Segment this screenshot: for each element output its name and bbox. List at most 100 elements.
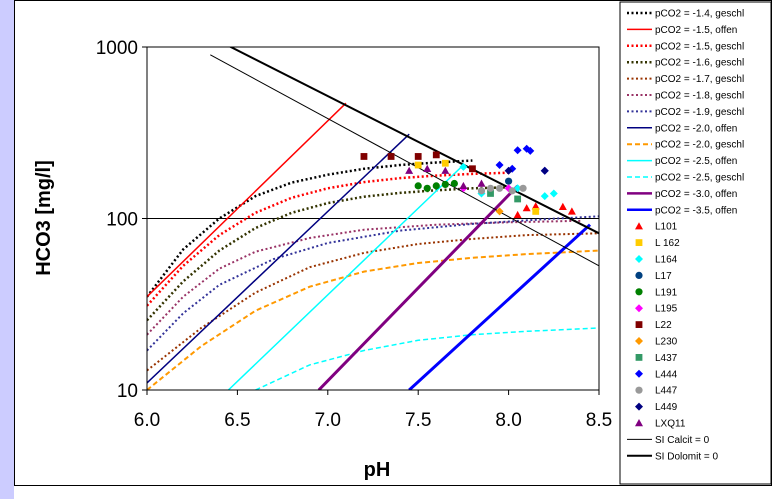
series-line-13	[210, 54, 599, 267]
legend-label-marker-8: L437	[655, 353, 678, 364]
data-point-6-0	[360, 153, 368, 160]
legend-label-line-3: pCO2 = -1.6, geschl	[655, 58, 744, 69]
data-point-0-0	[513, 210, 522, 219]
legend-swatch-marker-2	[635, 255, 643, 263]
data-point-3-0	[505, 177, 513, 185]
data-point-2-0	[459, 162, 468, 171]
data-point-4-4	[423, 184, 431, 192]
legend-label-line-11: pCO2 = -3.0, offen	[655, 189, 737, 200]
data-point-4-1	[432, 182, 440, 190]
x-tick-label-2: 7.0	[315, 410, 341, 431]
legend-label-marker-0: L101	[655, 222, 678, 233]
legend-label-line-8: pCO2 = -2.0, geschl	[655, 140, 744, 151]
data-point-4-0	[414, 182, 422, 190]
legend-label-line-13: SI Calcit = 0	[655, 435, 710, 446]
y-tick-label-1: 100	[106, 210, 138, 231]
legend-label-line-9: pCO2 = -2.5, offen	[655, 156, 737, 167]
legend-swatch-marker-9	[635, 369, 643, 378]
legend-label-marker-4: L191	[655, 287, 678, 298]
data-point-11-1	[504, 166, 513, 175]
legend-label-line-14: SI Dolomit = 0	[655, 451, 719, 462]
left-margin-strip	[0, 0, 14, 499]
legend-label-marker-11: L449	[655, 402, 678, 413]
data-point-10-1	[486, 184, 495, 192]
y-tick-label-2: 1000	[96, 38, 138, 59]
y-tick-label-0: 10	[117, 381, 138, 402]
legend-label-marker-5: L195	[655, 304, 678, 315]
x-tick-label-5: 8.5	[586, 410, 612, 431]
data-point-1-2	[532, 208, 540, 215]
data-point-6-2	[414, 153, 422, 160]
x-axis-label: pH	[364, 459, 391, 481]
series-line-7	[147, 133, 410, 384]
legend-label-marker-3: L17	[655, 271, 672, 282]
data-point-0-1	[522, 204, 531, 212]
legend-label-line-12: pCO2 = -3.5, offen	[655, 205, 737, 216]
data-point-1-0	[414, 161, 422, 169]
legend-swatch-marker-3	[635, 271, 643, 279]
plot-content	[147, 47, 599, 390]
legend-label-marker-1: L 162	[655, 238, 680, 249]
legend-label-line-2: pCO2 = -1.5, geschl	[655, 41, 744, 52]
legend-box	[619, 1, 772, 485]
chart-area: pH HCO3 [mg/l] pCO2 = -1.4, geschl pCO2 =…	[14, 0, 772, 499]
series-line-5	[147, 219, 581, 336]
series-line-10	[255, 327, 599, 390]
legend-label-marker-9: L444	[655, 369, 678, 380]
legend-swatch-marker-7	[635, 337, 643, 345]
legend-label-line-0: pCO2 = -1.4, geschl	[655, 9, 744, 20]
data-point-0-2	[531, 202, 540, 210]
legend-label-marker-10: L447	[655, 386, 678, 397]
series-line-4	[147, 232, 599, 372]
data-point-0-4	[567, 207, 576, 215]
data-point-4-2	[441, 180, 449, 189]
series-line-8	[147, 249, 599, 390]
legend-label-line-1: pCO2 = -1.5, offen	[655, 25, 737, 36]
data-point-6-3	[432, 151, 440, 159]
legend: pCO2 = -1.4, geschl pCO2 = -1.5, offen pCO…	[619, 1, 772, 485]
series-line-12	[408, 223, 592, 390]
data-point-10-3	[508, 187, 516, 195]
data-point-9-2	[526, 146, 535, 155]
data-point-9-3	[495, 161, 504, 170]
legend-swatch-marker-1	[635, 239, 643, 246]
x-tick-label-0: 6.0	[134, 410, 160, 431]
data-point-2-4	[549, 189, 558, 198]
series-line-1	[147, 102, 347, 298]
series-line-11	[317, 184, 519, 390]
legend-label-line-4: pCO2 = -1.7, geschl	[655, 74, 744, 85]
legend-swatch-marker-12	[635, 419, 643, 427]
series-line-9	[227, 164, 464, 390]
data-point-4-3	[450, 179, 458, 188]
x-tick-label-4: 8.0	[495, 410, 521, 431]
legend-swatch-marker-6	[635, 321, 643, 328]
x-tick-label-1: 6.5	[224, 410, 250, 431]
data-point-12-2	[441, 166, 450, 174]
data-point-12-1	[423, 164, 432, 172]
data-point-10-0	[477, 187, 486, 195]
legend-swatch-marker-11	[635, 402, 643, 411]
data-point-12-4	[477, 179, 486, 187]
legend-label-line-5: pCO2 = -1.8, geschl	[655, 91, 744, 102]
data-point-7-0	[495, 207, 504, 216]
legend-label-line-7: pCO2 = -2.0, offen	[655, 123, 737, 134]
data-point-10-4	[519, 184, 527, 192]
data-point-8-0	[487, 190, 494, 197]
legend-swatch-marker-10	[635, 386, 643, 394]
y-axis-label: HCO3 [mg/l]	[33, 160, 55, 276]
data-point-12-0	[405, 166, 414, 174]
data-point-9-0	[513, 146, 522, 155]
x-tick-label-3: 7.5	[405, 410, 431, 431]
series-line-14	[228, 47, 599, 235]
legend-label-marker-12: LXQ11	[655, 419, 686, 430]
legend-label-marker-6: L22	[655, 320, 672, 331]
legend-label-line-10: pCO2 = -2.5, geschl	[655, 173, 744, 184]
legend-swatch-marker-0	[635, 222, 643, 230]
data-point-6-4	[469, 165, 476, 173]
data-point-12-3	[459, 181, 468, 190]
legend-swatch-marker-5	[635, 304, 643, 313]
legend-label-line-6: pCO2 = -1.9, geschl	[655, 107, 744, 118]
legend-label-marker-7: L230	[655, 337, 678, 348]
